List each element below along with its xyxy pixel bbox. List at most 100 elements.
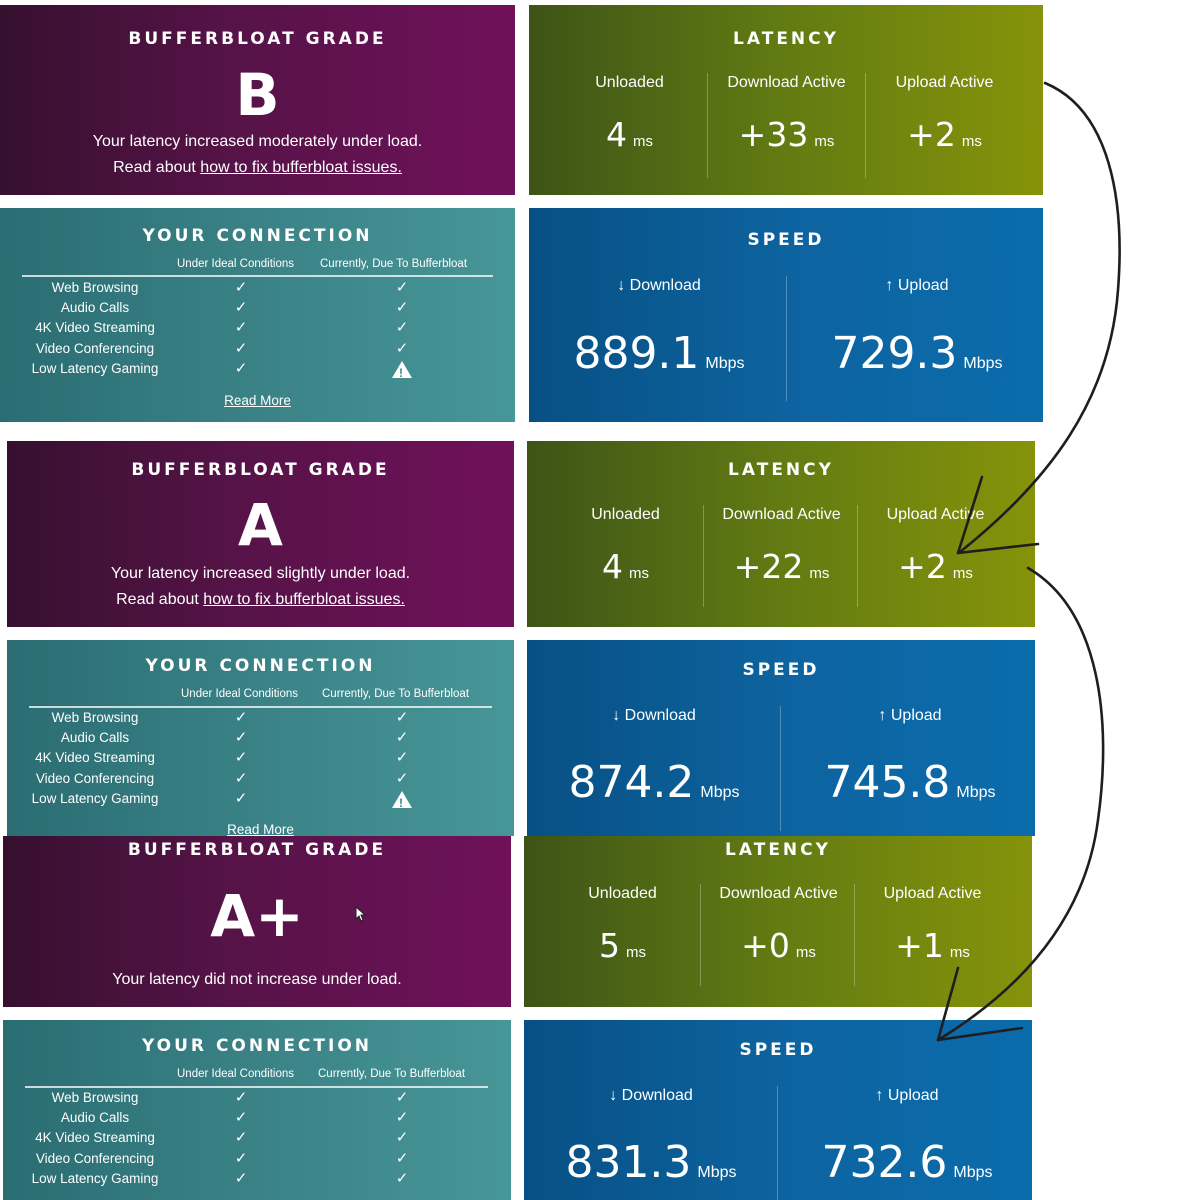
read-more-link[interactable]: Read More	[227, 822, 294, 836]
latency-number: 4	[602, 547, 623, 586]
check-icon: ✓	[395, 1109, 409, 1127]
table-row: Low Latency Gaming ✓	[0, 359, 515, 383]
speed-heading: SPEED	[747, 230, 825, 250]
latency-value: 4 ms	[547, 547, 704, 594]
download-label: ↓ Download	[612, 707, 696, 724]
warning-triangle-icon	[382, 359, 422, 383]
latency-label: Unloaded	[595, 74, 664, 91]
table-rule	[29, 706, 492, 708]
upload-label: ↑ Upload	[875, 1087, 939, 1104]
latency-label: Unloaded	[591, 506, 660, 523]
grade-heading: BUFFERBLOAT GRADE	[127, 840, 387, 860]
upload-unit: Mbps	[953, 1164, 993, 1181]
grade-card-3: BUFFERBLOAT GRADE A+ Your latency did no…	[3, 836, 511, 1007]
latency-number: +0	[741, 926, 790, 965]
speed-card-1: SPEED ↓ Download 889.1 Mbps ↑ Upload 729.…	[529, 208, 1043, 422]
service-name: 4K Video Streaming	[35, 320, 155, 336]
latency-value: 5 ms	[544, 926, 701, 973]
speed-upload: ↑ Upload 729.3 Mbps	[792, 276, 1042, 416]
col-header-ideal: Under Ideal Conditions	[177, 258, 294, 270]
latency-number: 4	[606, 115, 627, 154]
table-row: Web Browsing ✓ ✓	[0, 278, 515, 298]
speed-heading: SPEED	[739, 1040, 817, 1060]
latency-value: +0 ms	[700, 926, 857, 973]
latency-value: +2 ms	[857, 547, 1014, 594]
col-header-ideal: Under Ideal Conditions	[177, 1068, 294, 1080]
service-name: Web Browsing	[51, 280, 139, 295]
speed-download: ↓ Download 889.1 Mbps	[534, 276, 784, 416]
check-icon: ✓	[234, 729, 248, 747]
table-rule	[25, 1086, 488, 1088]
latency-unit: ms	[952, 565, 973, 582]
fix-bufferbloat-link[interactable]: how to fix bufferbloat issues.	[200, 159, 402, 176]
upload-label: ↑ Upload	[885, 277, 949, 294]
latency-heading: LATENCY	[725, 840, 831, 860]
connection-card-2: YOUR CONNECTION Under Ideal Conditions C…	[7, 640, 514, 836]
speed-card-2: SPEED ↓ Download 874.2 Mbps ↑ Upload 745.…	[527, 640, 1035, 836]
latency-value: 4 ms	[551, 115, 708, 162]
col-header-current: Currently, Due To Bufferbloat	[318, 1068, 466, 1080]
download-value: 889.1 Mbps	[534, 329, 784, 389]
upload-number: 745.8	[824, 757, 951, 808]
grade-heading: BUFFERBLOAT GRADE	[128, 29, 387, 49]
latency-upload-active: Upload Active +1 ms	[854, 884, 1011, 994]
check-icon: ✓	[234, 789, 248, 807]
latency-value: +1 ms	[854, 926, 1011, 973]
grade-description: Your latency did not increase under load…	[112, 971, 402, 988]
check-icon: ✓	[395, 1129, 409, 1147]
latency-number: +22	[733, 547, 804, 586]
speed-heading: SPEED	[742, 660, 820, 680]
table-row: Web Browsing ✓ ✓	[7, 708, 514, 728]
service-name: Video Conferencing	[35, 770, 155, 786]
service-name: Video Conferencing	[35, 340, 155, 356]
latency-upload-active: Upload Active +2 ms	[866, 73, 1023, 183]
download-number: 831.3	[565, 1137, 692, 1188]
check-icon: ✓	[395, 1089, 409, 1106]
check-icon: ✓	[234, 1149, 248, 1167]
latency-unloaded: Unloaded 4 ms	[547, 505, 704, 615]
latency-card-2: LATENCY Unloaded 4 ms Download Active +22…	[527, 441, 1035, 627]
check-icon: ✓	[395, 749, 409, 767]
check-icon: ✓	[234, 769, 248, 787]
check-icon: ✓	[395, 299, 409, 317]
service-name: Web Browsing	[51, 710, 139, 725]
read-about-prefix: Read about	[113, 159, 201, 176]
table-row: Low Latency Gaming ✓ ✓	[3, 1169, 511, 1189]
check-icon: ✓	[395, 319, 409, 337]
latency-card-3: LATENCY Unloaded 5 ms Download Active +0 m…	[524, 836, 1032, 1007]
speed-upload: ↑ Upload 745.8 Mbps	[785, 706, 1035, 836]
read-more-link[interactable]: Read More	[224, 393, 291, 408]
download-label: ↓ Download	[617, 277, 701, 294]
latency-label: Unloaded	[588, 885, 657, 902]
divider	[865, 73, 866, 178]
speed-download: ↓ Download 874.2 Mbps	[529, 706, 779, 836]
check-icon: ✓	[234, 339, 248, 357]
grade-card-2: BUFFERBLOAT GRADE A Your latency increas…	[7, 441, 514, 627]
latency-unit: ms	[814, 133, 835, 150]
grade-letter: B	[235, 61, 280, 129]
download-label: ↓ Download	[609, 1087, 693, 1104]
connection-heading: YOUR CONNECTION	[142, 226, 373, 246]
table-row: Video Conferencing ✓ ✓	[0, 339, 515, 359]
check-icon: ✓	[234, 709, 248, 726]
upload-value: 732.6 Mbps	[782, 1138, 1032, 1198]
download-number: 889.1	[573, 328, 700, 379]
service-name: Video Conferencing	[35, 1150, 155, 1166]
fix-bufferbloat-link[interactable]: how to fix bufferbloat issues.	[203, 591, 405, 608]
check-icon: ✓	[234, 299, 248, 317]
col-header-ideal: Under Ideal Conditions	[181, 688, 298, 700]
latency-unit: ms	[629, 565, 649, 582]
grade-description: Your latency increased slightly under lo…	[110, 565, 411, 582]
connection-card-1: YOUR CONNECTION Under Ideal Conditions C…	[0, 208, 515, 422]
latency-download-active: Download Active +33 ms	[708, 73, 865, 183]
mouse-cursor-icon	[355, 906, 367, 922]
latency-download-active: Download Active +22 ms	[703, 505, 860, 615]
speed-card-3: SPEED ↓ Download 831.3 Mbps ↑ Upload 732.…	[524, 1020, 1032, 1200]
latency-label: Upload Active	[886, 506, 985, 523]
service-name: Low Latency Gaming	[31, 790, 159, 806]
connection-heading: YOUR CONNECTION	[145, 656, 376, 676]
check-icon: ✓	[395, 1169, 409, 1187]
check-icon: ✓	[395, 729, 409, 747]
latency-card-1: LATENCY Unloaded 4 ms Download Active +33…	[529, 5, 1043, 195]
latency-label: Upload Active	[883, 885, 982, 902]
